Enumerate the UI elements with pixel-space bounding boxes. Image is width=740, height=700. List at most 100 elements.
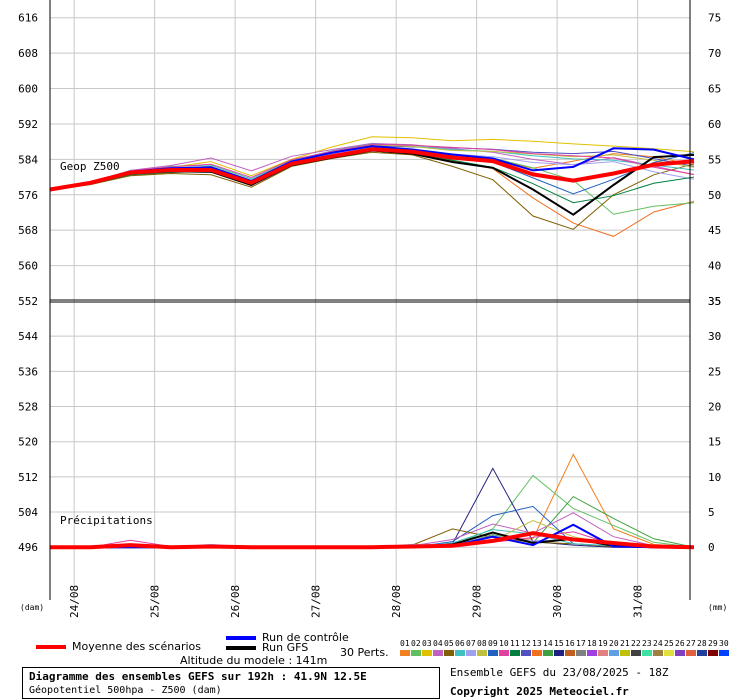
precip-member-line [50,453,695,548]
z500-member-line [49,143,695,191]
member-number: 03 [422,639,432,648]
x-tick-label: 26/08 [229,585,242,618]
member-number: 20 [609,639,619,648]
info-subtitle: Géopotentiel 500hpa - Z500 (dam) [29,685,222,696]
z500-left-tick-label: 560 [18,260,38,273]
z500-member-line [49,147,695,215]
z500-right-tick-label: 50 [708,189,721,202]
legend-mean-swatch [36,645,66,649]
member-number: 13 [532,639,542,648]
precip-member-line [50,474,695,548]
x-tick-label: 27/08 [310,585,323,618]
precip-panel-label: Précipitations [60,514,153,527]
legend-gfs-swatch [226,646,256,650]
member-color-swatch [521,650,531,656]
z500-right-tick-label: 35 [708,295,721,308]
z500-member-line [49,144,695,191]
chart-axes [49,0,691,600]
z500-member-line [49,151,695,230]
member-color-swatch [675,650,685,656]
member-number: 04 [433,639,443,648]
legend-mean-label: Moyenne des scénarios [72,640,201,653]
legend-perts: 30 Perts. [340,646,389,659]
info-box: Diagramme des ensembles GEFS sur 192h : … [22,667,440,699]
precip-right-tick-label: 0 [708,541,715,554]
z500-series-group [49,136,695,237]
z500-right-tick-label: 65 [708,83,721,96]
member-color-swatch [686,650,696,656]
member-number: 06 [455,639,465,648]
x-tick-label: 30/08 [551,585,564,618]
member-number: 21 [620,639,630,648]
member-number: 07 [466,639,476,648]
member-number: 16 [565,639,575,648]
precip-left-tick-label: 544 [18,330,38,343]
precip-left-tick-label: 520 [18,436,38,449]
member-color-swatch [488,650,498,656]
member-color-swatch [532,650,542,656]
legend-gfs-label: Run GFS [262,641,309,654]
member-number: 22 [631,639,641,648]
z500-left-tick-label: 600 [18,83,38,96]
member-color-swatch [620,650,630,656]
z500-right-tick-label: 60 [708,118,721,131]
member-color-swatch [444,650,454,656]
member-color-swatch [477,650,487,656]
member-number: 08 [477,639,487,648]
legend-control: Run de contrôle [226,631,349,644]
precip-right-tick-label: 15 [708,436,721,449]
z500-right-tick-label: 75 [708,12,721,25]
precip-right-tick-label: 25 [708,365,721,378]
z500-left-tick-label: 552 [18,295,38,308]
member-color-swatch [708,650,718,656]
z500-panel-label: Geop Z500 [60,160,120,173]
member-color-swatch [587,650,597,656]
precip-moyenne-des-sc-narios-line [50,531,695,550]
member-number: 17 [576,639,586,648]
member-number: 01 [400,639,410,648]
member-color-swatch [565,650,575,656]
z500-left-tick-label: 616 [18,12,38,25]
member-number: 18 [587,639,597,648]
left-unit-label: (dam) [20,603,44,612]
z500-right-tick-label: 55 [708,153,721,166]
x-tick-label: 24/08 [68,585,81,618]
precip-right-tick-label: 20 [708,401,721,414]
precip-right-tick-label: 30 [708,330,721,343]
z500-left-tick-label: 584 [18,153,38,166]
z500-left-tick-label: 592 [18,118,38,131]
member-color-swatch [609,650,619,656]
member-color-swatch [631,650,641,656]
legend-gfs: Run GFS [226,641,308,654]
member-number: 14 [543,639,553,648]
member-number: 05 [444,639,454,648]
member-number: 27 [686,639,696,648]
member-number: 24 [653,639,663,648]
member-color-swatch [543,650,553,656]
copyright: Copyright 2025 Meteociel.fr [450,685,629,698]
x-tick-label: 28/08 [390,585,403,618]
right-unit-label: (mm) [708,603,727,612]
precip-left-tick-label: 528 [18,401,38,414]
member-number: 09 [488,639,498,648]
legend-mean: Moyenne des scénarios [36,640,201,653]
precip-right-tick-label: 35 [708,295,721,308]
z500-left-tick-label: 576 [18,189,38,202]
legend-control-swatch [226,636,256,640]
member-color-swatch [642,650,652,656]
member-number: 10 [499,639,509,648]
precip-left-tick-label: 512 [18,471,38,484]
member-color-swatch [422,650,432,656]
info-title: Diagramme des ensembles GEFS sur 192h : … [29,670,367,683]
member-color-swatch [510,650,520,656]
precip-member-line [50,467,694,548]
member-color-swatch [653,650,663,656]
precip-left-tick-label: 496 [18,541,38,554]
precip-right-tick-label: 5 [708,506,715,519]
member-color-swatch [664,650,674,656]
member-color-swatch [697,650,707,656]
member-color-swatch [466,650,476,656]
x-tick-label: 29/08 [471,585,484,618]
